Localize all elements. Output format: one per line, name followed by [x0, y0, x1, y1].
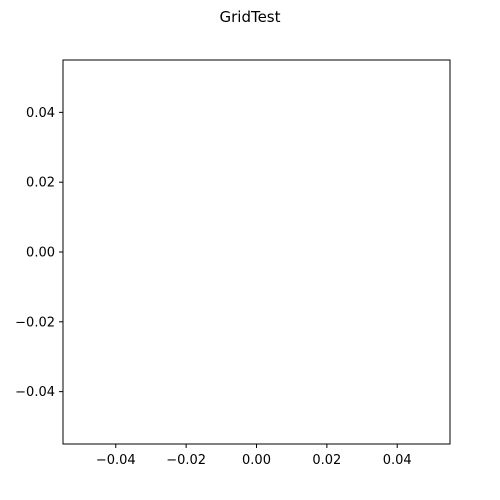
y-tick-label: 0.02 — [26, 176, 55, 191]
y-tick-label: 0.04 — [26, 106, 55, 121]
x-tick-label: −0.02 — [166, 453, 206, 468]
x-tick-label: 0.02 — [312, 453, 341, 468]
y-axis: 0.04 0.02 0.00 −0.02 −0.04 — [15, 106, 63, 400]
y-tick-label: −0.04 — [15, 385, 55, 400]
chart-title: GridTest — [219, 8, 280, 26]
y-tick-label: 0.00 — [26, 246, 55, 261]
y-tick-label: −0.02 — [15, 315, 55, 330]
x-axis: −0.04 −0.02 0.00 0.02 0.04 — [96, 444, 412, 468]
x-tick-label: −0.04 — [96, 453, 136, 468]
x-tick-label: 0.00 — [242, 453, 271, 468]
x-tick-label: 0.04 — [383, 453, 412, 468]
plot-area — [62, 59, 451, 445]
